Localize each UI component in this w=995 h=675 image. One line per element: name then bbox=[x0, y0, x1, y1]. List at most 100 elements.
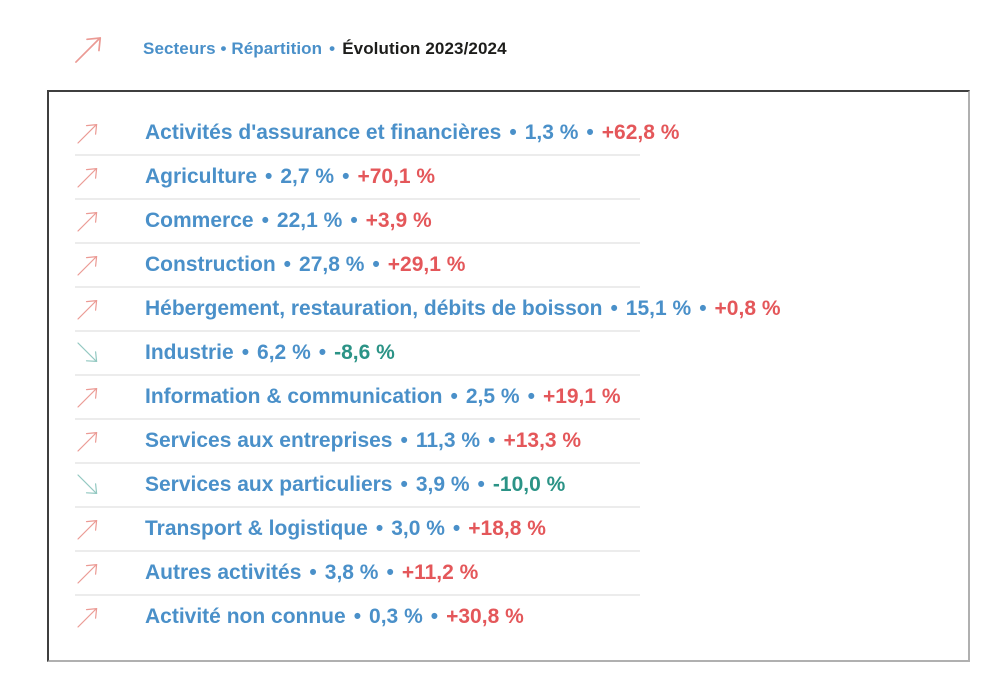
bullet-separator: • bbox=[527, 385, 535, 408]
bullet-separator: • bbox=[261, 209, 269, 232]
sector-name: Services aux entreprises bbox=[145, 429, 393, 452]
row-divider bbox=[75, 286, 640, 288]
bullet-separator: • bbox=[488, 429, 496, 452]
list-item[interactable]: Commerce • 22,1 % • +3,9 % bbox=[49, 199, 968, 244]
bullet-separator: • bbox=[309, 561, 317, 584]
list-item[interactable]: Industrie • 6,2 % • -8,6 % bbox=[49, 331, 968, 376]
list-item[interactable]: Agriculture • 2,7 % • +70,1 % bbox=[49, 155, 968, 200]
bullet-separator: • bbox=[477, 473, 485, 496]
sector-name: Construction bbox=[145, 253, 276, 276]
row-divider bbox=[75, 506, 640, 508]
bullet-separator: • bbox=[452, 517, 461, 540]
breadcrumb-current-item: Évolution 2023/2024 bbox=[342, 39, 507, 58]
row-divider bbox=[75, 198, 640, 200]
bullet-separator: • bbox=[372, 253, 380, 276]
sector-name: Activité non connue bbox=[145, 605, 346, 628]
list-item[interactable]: Services aux entreprises • 11,3 % • +13,3 % bbox=[49, 419, 968, 464]
sector-name: Hébergement, restauration, débits de boi… bbox=[145, 297, 603, 320]
bullet-separator: • bbox=[350, 209, 358, 232]
evolution-value: -10,0 % bbox=[492, 473, 566, 496]
list-item[interactable]: Activités d'assurance et financières • 1,3… bbox=[49, 111, 968, 156]
bullet-separator: • bbox=[610, 297, 618, 320]
share-value: 1,3 % bbox=[524, 121, 579, 144]
breadcrumb: Secteurs • Répartition • Évolution 2023/20… bbox=[0, 30, 995, 70]
trend-up-arrow-icon bbox=[75, 560, 101, 586]
share-value: 11,3 % bbox=[415, 429, 481, 452]
evolution-value: +11,2 % bbox=[401, 561, 479, 584]
bullet-separator: • bbox=[699, 297, 707, 320]
sector-list: Activités d'assurance et financières • 1,3… bbox=[49, 111, 968, 639]
row-divider bbox=[75, 154, 640, 156]
trend-down-arrow-icon bbox=[75, 472, 101, 498]
trend-up-arrow-icon bbox=[72, 32, 106, 66]
share-value: 3,8 % bbox=[324, 561, 379, 584]
evolution-value: +62,8 % bbox=[601, 121, 680, 144]
row-divider bbox=[75, 462, 640, 464]
sector-name: Industrie bbox=[145, 341, 234, 364]
share-value: 15,1 % bbox=[625, 297, 692, 320]
list-item[interactable]: Construction • 27,8 % • +29,1 % bbox=[49, 243, 968, 288]
trend-up-arrow-icon bbox=[75, 296, 101, 322]
row-divider bbox=[75, 330, 640, 332]
sectors-panel: Activités d'assurance et financières • 1,3… bbox=[47, 90, 970, 662]
list-item[interactable]: Hébergement, restauration, débits de boi… bbox=[49, 287, 968, 332]
bullet-separator: • bbox=[283, 253, 292, 276]
bullet-separator: • bbox=[241, 341, 250, 364]
sector-name: Activités d'assurance et financières bbox=[145, 121, 502, 144]
bullet-separator: • bbox=[450, 385, 458, 408]
sector-name: Information & communication bbox=[145, 385, 443, 408]
bullet-separator: • bbox=[509, 121, 517, 144]
row-divider bbox=[75, 550, 640, 552]
list-item[interactable]: Services aux particuliers • 3,9 % • -10,0 % bbox=[49, 463, 968, 508]
share-value: 3,0 % bbox=[391, 517, 445, 540]
list-item[interactable]: Transport & logistique • 3,0 % • +18,8 % bbox=[49, 507, 968, 552]
share-value: 22,1 % bbox=[276, 209, 343, 232]
sector-name: Agriculture bbox=[145, 165, 258, 188]
bullet-separator: • bbox=[400, 473, 408, 496]
row-divider bbox=[75, 418, 640, 420]
sector-name: Services aux particuliers bbox=[145, 473, 393, 496]
row-divider bbox=[75, 374, 640, 376]
breadcrumb-separator: • bbox=[329, 39, 336, 58]
trend-up-arrow-icon bbox=[75, 252, 101, 278]
share-value: 2,5 % bbox=[465, 385, 520, 408]
bullet-separator: • bbox=[353, 605, 362, 628]
evolution-value: +19,1 % bbox=[542, 385, 621, 408]
evolution-value: -8,6 % bbox=[334, 341, 395, 364]
list-item[interactable]: Activité non connue • 0,3 % • +30,8 % bbox=[49, 595, 968, 639]
row-divider bbox=[75, 242, 640, 244]
bullet-separator: • bbox=[375, 517, 384, 540]
trend-up-arrow-icon bbox=[75, 384, 101, 410]
list-item[interactable]: Information & communication • 2,5 % • +19,1 … bbox=[49, 375, 968, 420]
share-value: 2,7 % bbox=[280, 165, 335, 188]
bullet-separator: • bbox=[318, 341, 327, 364]
breadcrumb-active-items[interactable]: Secteurs • Répartition bbox=[143, 39, 323, 58]
list-item[interactable]: Autres activités • 3,8 % • +11,2 % bbox=[49, 551, 968, 596]
share-value: 6,2 % bbox=[257, 341, 311, 364]
trend-up-arrow-icon bbox=[75, 516, 101, 542]
row-divider bbox=[75, 594, 640, 596]
evolution-value: +29,1 % bbox=[387, 253, 466, 276]
bullet-separator: • bbox=[342, 165, 350, 188]
trend-up-arrow-icon bbox=[75, 208, 101, 234]
evolution-value: +30,8 % bbox=[446, 605, 524, 628]
sector-name: Autres activités bbox=[145, 561, 302, 584]
evolution-value: +70,1 % bbox=[357, 165, 436, 188]
trend-up-arrow-icon bbox=[75, 428, 101, 454]
trend-down-arrow-icon bbox=[75, 340, 101, 366]
evolution-value: +0,8 % bbox=[714, 297, 781, 320]
trend-up-arrow-icon bbox=[75, 120, 101, 146]
share-value: 3,9 % bbox=[415, 473, 470, 496]
evolution-value: +18,8 % bbox=[468, 517, 546, 540]
evolution-value: +13,3 % bbox=[503, 429, 582, 452]
evolution-value: +3,9 % bbox=[365, 209, 432, 232]
share-value: 27,8 % bbox=[299, 253, 365, 276]
sector-name: Commerce bbox=[145, 209, 254, 232]
share-value: 0,3 % bbox=[369, 605, 423, 628]
trend-up-arrow-icon bbox=[75, 604, 101, 630]
trend-up-arrow-icon bbox=[75, 164, 101, 190]
sector-name: Transport & logistique bbox=[145, 517, 368, 540]
bullet-separator: • bbox=[430, 605, 439, 628]
bullet-separator: • bbox=[586, 121, 594, 144]
